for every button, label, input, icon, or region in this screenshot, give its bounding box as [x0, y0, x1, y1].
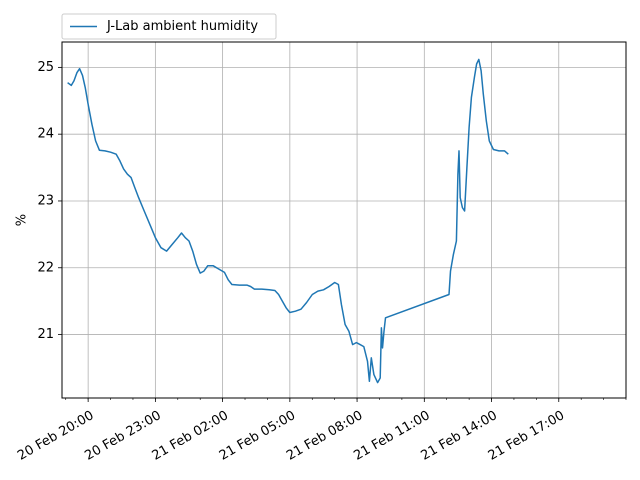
y-tick-labels: 21 22 23 24 25 [37, 60, 54, 342]
y-tick-label: 23 [37, 193, 54, 208]
legend: J-Lab ambient humidity [61, 13, 277, 40]
y-tick-label: 21 [37, 327, 54, 342]
plot-frame [61, 41, 627, 399]
y-tick-label: 25 [37, 60, 54, 75]
legend-label: J-Lab ambient humidity [106, 19, 258, 34]
x-tick-label: 21 Feb 17:00 [486, 408, 567, 464]
y-tick-label: 22 [37, 260, 54, 275]
y-tick-label: 24 [37, 127, 54, 142]
axis-ticks [58, 66, 560, 402]
series-line-0 [67, 58, 509, 384]
series-layer [67, 58, 509, 384]
y-axis-label: % [15, 214, 30, 226]
grid-lines [62, 42, 626, 398]
legend-box [61, 13, 277, 40]
